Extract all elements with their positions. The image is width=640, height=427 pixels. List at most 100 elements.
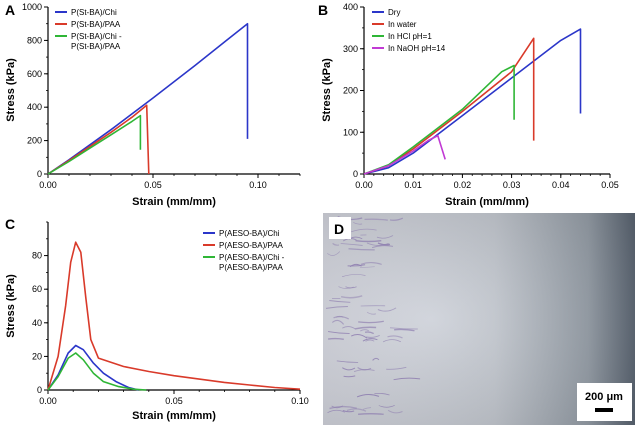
panel-b-series-line-4: [363, 134, 446, 175]
panel-b-x-tick-label: 0.00: [355, 180, 373, 190]
micrograph-streak: [360, 329, 370, 332]
panel-b-x-tick-label: 0.04: [552, 180, 570, 190]
micrograph-streak: [355, 326, 377, 330]
micrograph-streak: [348, 248, 375, 251]
micrograph-streak: [340, 295, 363, 299]
micrograph-streak: [386, 366, 407, 370]
panel-a-x-tick-label: 0.05: [144, 180, 162, 190]
panel-b-x-tick-label: 0.03: [503, 180, 521, 190]
panel-b-series-line-1: [363, 28, 582, 175]
panel-a-legend-label-3: P(St-BA)/Chi -: [71, 32, 122, 41]
panel-c-y-axis-title: Stress (kPa): [5, 274, 17, 338]
panel-a-x-axis-title: Strain (mm/mm): [132, 196, 216, 208]
micrograph-streak: [350, 333, 368, 339]
panel-b-y-tick-label: 300: [343, 44, 358, 54]
micrograph-streak: [364, 331, 375, 335]
micrograph-streak: [342, 274, 366, 277]
panel-a-series-line-1: [47, 22, 249, 175]
panel-d-letter: D: [334, 221, 344, 237]
micrograph-streak: [353, 222, 363, 225]
micrograph-streak: [333, 316, 349, 320]
micrograph-streak: [342, 367, 356, 371]
panel-a-y-tick-label: 600: [27, 69, 42, 79]
panel-a-legend-label-1: P(St-BA)/Chi: [71, 8, 117, 17]
micrograph-streak: [356, 394, 380, 398]
panel-c-x-tick-label: 0.00: [39, 396, 57, 406]
micrograph-streak: [366, 242, 389, 246]
micrograph-streak: [365, 339, 375, 342]
micrograph-streak: [346, 408, 367, 412]
micrograph-streak: [362, 407, 372, 410]
micrograph-streak: [359, 266, 375, 268]
micrograph-streak: [336, 360, 359, 363]
panel-c-x-tick-label: 0.10: [291, 396, 309, 406]
panel-b-chart: B 0.00 0.01 0.02 0.03 0.04 0.05 0 100 200 300 400 S…: [318, 2, 619, 208]
micrograph-streak: [358, 320, 384, 324]
micrograph-streak: [372, 357, 380, 361]
panel-c-x-tick-label: 0.05: [165, 396, 183, 406]
panel-b-y-axis-title: Stress (kPa): [321, 58, 333, 122]
panel-b-series-line-3: [363, 64, 515, 175]
panel-c-series-line-1: [47, 344, 139, 391]
panel-a-x-tick-label: 0.10: [249, 180, 267, 190]
micrograph-streak: [340, 243, 363, 246]
micrograph-streak: [374, 393, 390, 396]
panel-c-y-tick-label: 40: [32, 318, 42, 328]
panel-a-y-tick-label: 800: [27, 35, 42, 45]
panel-b-y-tick-label: 100: [343, 127, 358, 137]
micrograph-streak: [327, 251, 341, 256]
panel-b-legend-label-3: In HCl pH=1: [388, 32, 432, 41]
panel-b-legend-label-2: In water: [388, 20, 417, 29]
panel-c-letter: C: [5, 216, 15, 232]
micrograph-streaks: [325, 216, 421, 415]
panel-a-x-tick-label: 0.00: [39, 180, 57, 190]
micrograph-streak: [387, 409, 403, 414]
micrograph-streak: [328, 331, 350, 334]
scale-bar: [595, 408, 613, 412]
micrograph-streak: [329, 300, 351, 303]
panel-b-y-tick-label: 200: [343, 86, 358, 96]
panel-c-legend-label-3: P(AESO-BA)/PAA: [219, 263, 284, 272]
panel-c-series-line-3: [47, 352, 147, 391]
panel-b-x-tick-label: 0.05: [601, 180, 619, 190]
micrograph-streak: [371, 245, 394, 249]
micrograph-streak: [360, 262, 382, 265]
micrograph-streak: [329, 405, 357, 410]
panel-c-legend-label-3: P(AESO-BA)/Chi -: [219, 253, 285, 262]
micrograph-streak: [364, 218, 388, 221]
panel-a-y-tick-label: 200: [27, 136, 42, 146]
micrograph-streak: [366, 334, 380, 338]
panel-b-x-axis-title: Strain (mm/mm): [445, 196, 529, 208]
panel-a-y-tick-label: 0: [37, 169, 42, 179]
micrograph-streak: [376, 235, 394, 239]
micrograph-streak: [394, 328, 415, 332]
panel-a-letter: A: [5, 2, 15, 18]
scale-bar-label: 200 μm: [585, 391, 623, 403]
micrograph-streak: [389, 327, 418, 330]
panel-c-y-tick-label: 60: [32, 284, 42, 294]
micrograph-streak: [332, 242, 340, 246]
panel-b-x-tick-label: 0.01: [404, 180, 422, 190]
panel-b-x-tick-label: 0.02: [454, 180, 472, 190]
panel-b-letter: B: [318, 2, 328, 18]
micrograph-streak: [351, 228, 377, 233]
micrograph-streak: [342, 326, 356, 330]
micrograph-streak: [377, 307, 397, 312]
micrograph-streak: [343, 375, 356, 378]
panel-d-micrograph: D 200 μm: [323, 213, 635, 425]
micrograph-streak: [327, 337, 344, 340]
micrograph-streak: [327, 409, 345, 414]
panel-b-y-tick-label: 0: [353, 169, 358, 179]
panel-c-series-line-2: [47, 241, 301, 391]
panel-b-legend-label-1: Dry: [388, 8, 400, 17]
panel-a-chart: A 0.00 0.05 0.10 0 200 400 600 800 1000 Strain (m…: [5, 2, 301, 208]
micrograph-streak: [331, 319, 345, 325]
panel-a-series-line-3: [47, 114, 142, 175]
micrograph-streak: [362, 338, 378, 342]
panel-c-x-axis-title: Strain (mm/mm): [132, 410, 216, 422]
micrograph-streak: [389, 217, 404, 221]
micrograph-streak: [331, 405, 344, 409]
micrograph-streak: [325, 305, 348, 309]
micrograph-streak: [355, 239, 382, 243]
